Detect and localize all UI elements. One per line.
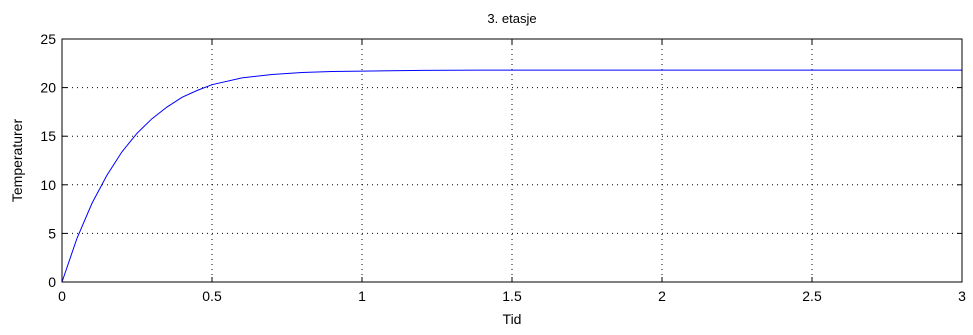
y-tick-label: 20 [40,80,56,96]
x-tick-label: 2.5 [802,288,822,304]
tick-layer: 0 0.5 1 1.5 2 2.5 3 0 5 10 15 20 25 [40,31,966,304]
series-layer [61,69,962,283]
y-axis-title: Temperaturer [9,119,25,203]
x-axis-title: Tid [503,311,522,327]
x-tick-label: 1 [358,288,366,304]
x-tick-label: 2 [658,288,666,304]
y-tick-label: 10 [40,177,56,193]
y-tick-label: 25 [40,31,56,47]
y-tick-label: 5 [48,225,56,241]
y-tick-label: 0 [48,274,56,290]
x-tick-label: 1.5 [502,288,522,304]
y-tick-label: 15 [40,128,56,144]
grid-layer [62,39,962,282]
series-line [61,69,962,283]
x-tick-label: 0 [58,288,66,304]
x-tick-label: 0.5 [202,288,222,304]
chart-title: 3. etasje [487,11,536,26]
x-tick-label: 3 [958,288,966,304]
